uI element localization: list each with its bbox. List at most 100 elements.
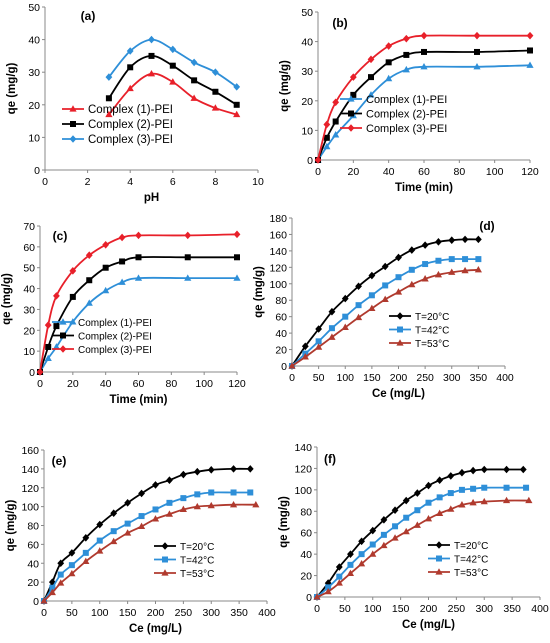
data-point (350, 91, 357, 98)
x-tick-label: 10 (252, 176, 264, 188)
series-line (316, 486, 527, 598)
legend-swatch-marker (348, 110, 354, 117)
data-point (336, 573, 343, 580)
series-1 (105, 70, 241, 118)
legend-label: Complex (1)-PEI (88, 104, 173, 116)
data-point (69, 293, 76, 300)
legend: T=20°C T=42°C T=53°C (154, 542, 214, 580)
data-point (102, 264, 109, 271)
data-point (458, 468, 466, 477)
data-point (96, 537, 103, 544)
x-tick-label: 0 (37, 378, 43, 390)
data-point (57, 579, 65, 586)
data-point (328, 333, 336, 340)
data-point (458, 501, 466, 508)
data-point (368, 271, 376, 280)
x-tick-label: 120 (228, 378, 246, 390)
data-point (436, 476, 444, 485)
data-point (49, 584, 56, 591)
data-point (44, 321, 52, 329)
chart-panel-2: 0 20 40 60 80 100 120 0 10 20 30 40 50 Time (min) qe (… (279, 7, 539, 194)
data-point (367, 91, 375, 98)
data-point (413, 489, 421, 497)
data-point (68, 562, 75, 569)
series-line (43, 491, 251, 602)
data-point (395, 253, 402, 262)
data-point (57, 571, 64, 578)
legend-swatch-marker (435, 568, 443, 575)
data-point (110, 537, 118, 545)
data-point (434, 270, 443, 278)
series-line (317, 64, 531, 161)
data-point (194, 491, 201, 498)
data-point (367, 55, 375, 64)
data-point (369, 550, 377, 557)
y-tick-label: 160 (269, 229, 287, 241)
data-point (85, 299, 93, 306)
data-point (355, 302, 362, 309)
data-point (126, 84, 134, 92)
data-point (211, 104, 219, 111)
panel-label: (f) (324, 452, 336, 466)
legend-label: T=53°C (454, 568, 488, 579)
legend-label: T=20°C (180, 542, 214, 553)
data-point (126, 47, 134, 55)
data-point (105, 95, 112, 102)
data-point (96, 547, 104, 554)
legend-label: T=42°C (454, 555, 488, 566)
legend-swatch-marker (59, 318, 67, 325)
data-point (358, 537, 365, 546)
y-tick-label: 40 (301, 37, 313, 49)
data-point (48, 578, 56, 586)
data-point (315, 325, 323, 333)
data-point (422, 261, 429, 268)
data-point (475, 256, 482, 263)
data-point (179, 470, 187, 479)
x-tick-label: 0 (314, 603, 320, 615)
series-2 (105, 52, 240, 108)
series-line (39, 276, 237, 373)
data-point (355, 282, 362, 291)
y-tick-label: 10 (23, 346, 35, 358)
data-point (523, 484, 530, 491)
data-point (233, 230, 241, 239)
data-point (461, 266, 469, 274)
legend-label: Complex (3)-PEI (88, 134, 173, 146)
x-axis-title: Ce (mg/L) (372, 388, 425, 400)
data-point (207, 466, 215, 474)
data-point (503, 484, 510, 491)
data-point (421, 275, 429, 282)
x-tick-label: 20 (67, 378, 79, 390)
data-point (462, 256, 469, 263)
x-tick-label: 150 (392, 603, 410, 615)
data-point (325, 584, 332, 591)
y-tick-label: 120 (294, 463, 312, 475)
data-point (408, 266, 415, 273)
data-point (403, 514, 410, 521)
x-tick-label: 40 (100, 378, 112, 390)
x-tick-label: 400 (258, 607, 276, 619)
legend-label: T=53°C (180, 569, 214, 580)
x-tick-label: 150 (363, 372, 381, 384)
data-point (138, 513, 145, 520)
y-tick-label: 40 (300, 549, 312, 561)
legend-label: T=20°C (454, 541, 488, 552)
data-point (392, 523, 399, 530)
data-point (469, 466, 477, 475)
legend-label: Complex (2)-PEI (88, 119, 173, 131)
x-tick-label: 350 (230, 607, 248, 619)
data-point (425, 481, 432, 490)
x-tick-label: 150 (119, 607, 137, 619)
data-point (526, 61, 534, 68)
data-point (385, 74, 393, 82)
series-line (291, 258, 479, 367)
data-point (96, 520, 104, 529)
data-point (332, 98, 340, 107)
y-axis-title: qe (mg/g) (278, 496, 290, 548)
y-tick-label: 0 (281, 361, 287, 373)
x-tick-label: 80 (453, 166, 465, 178)
y-tick-label: 0 (29, 367, 35, 379)
y-tick-label: 50 (28, 2, 40, 14)
x-tick-label: 4 (127, 176, 133, 188)
data-point (40, 597, 48, 604)
